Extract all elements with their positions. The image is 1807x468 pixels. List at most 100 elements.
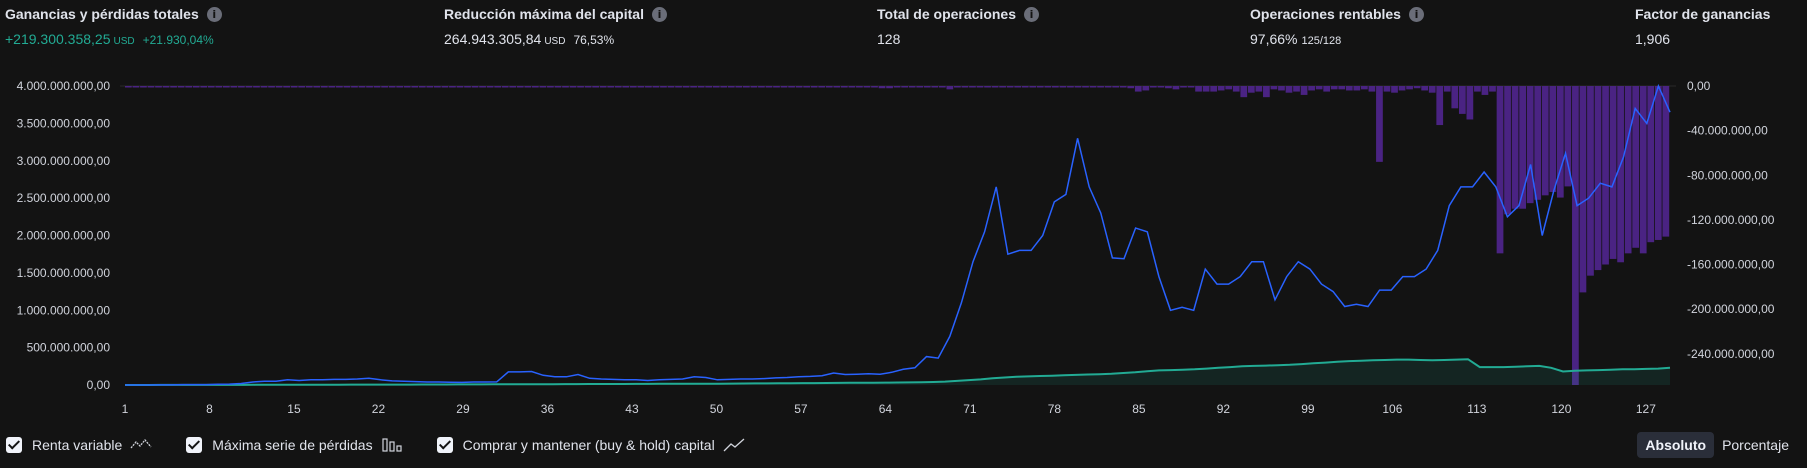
y2-tick-label: -240.000.000,00 — [1687, 347, 1775, 361]
drawdown-bar — [923, 86, 931, 88]
info-icon[interactable]: i — [1024, 6, 1039, 22]
drawdown-bar — [140, 86, 147, 88]
checkbox-icon[interactable] — [6, 437, 22, 453]
drawdown-bar — [1157, 86, 1165, 88]
x-tick-label: 8 — [206, 402, 213, 416]
legend-buy-hold[interactable]: Comprar y mantener (buy & hold) capital — [436, 437, 745, 453]
drawdown-bar — [1436, 86, 1444, 126]
x-tick-label: 106 — [1382, 402, 1402, 416]
stat-extra: 76,53% — [573, 33, 615, 47]
legend-drawdown[interactable]: Máxima serie de pérdidas — [186, 437, 402, 453]
drawdown-bar — [1361, 86, 1368, 90]
checkbox-icon[interactable] — [436, 437, 453, 453]
stat-value: 128 — [877, 31, 901, 47]
stat-profitable-trades: Operaciones rentables i 97,66% 125/128 — [1250, 6, 1424, 47]
drawdown-bar — [1428, 86, 1436, 93]
drawdown-bar — [1564, 86, 1572, 187]
drawdown-bar — [1006, 86, 1014, 88]
drawdown-bar — [516, 86, 524, 88]
drawdown-bar — [547, 86, 554, 88]
percent-button[interactable]: Porcentaje — [1722, 437, 1789, 453]
drawdown-bar — [1572, 86, 1579, 385]
stat-max-drawdown: Reducción máxima del capital i 264.943.30… — [444, 6, 667, 47]
drawdown-bar — [132, 86, 140, 88]
drawdown-bar — [1119, 86, 1127, 88]
drawdown-bar — [750, 86, 758, 88]
drawdown-bar — [931, 86, 939, 88]
drawdown-bar — [1217, 86, 1225, 91]
drawdown-bar — [1180, 86, 1187, 88]
legend-label: Comprar y mantener (buy & hold) capital — [462, 437, 715, 453]
equity-chart[interactable]: 4.000.000.000,00 3.500.000.000,00 3.000.00… — [0, 0, 1807, 425]
y2-tick-label: -160.000.000,00 — [1687, 258, 1775, 272]
drawdown-bar — [1195, 86, 1202, 92]
drawdown-bar — [403, 86, 411, 88]
legend-equity[interactable]: Renta variable — [6, 437, 152, 453]
x-tick-label: 50 — [710, 402, 724, 416]
drawdown-bar — [1036, 86, 1044, 88]
drawdown-bars-icon — [381, 438, 402, 452]
y-tick-label: 4.000.000.000,00 — [17, 79, 111, 93]
drawdown-bar — [599, 86, 607, 88]
y-tick-label: 1.000.000.000,00 — [17, 303, 111, 317]
drawdown-bar — [1323, 86, 1331, 92]
checkbox-icon[interactable] — [186, 437, 203, 453]
drawdown-bar — [275, 86, 283, 88]
drawdown-bar — [471, 86, 479, 88]
drawdown-bar — [1104, 86, 1112, 88]
x-tick-label: 85 — [1132, 402, 1146, 416]
drawdown-bar — [1202, 86, 1210, 92]
drawdown-bar — [878, 86, 886, 89]
stat-ratio: 125/128 — [1301, 35, 1342, 47]
drawdown-bar — [298, 86, 306, 88]
drawdown-bar — [1089, 86, 1097, 88]
drawdown-bar — [456, 86, 464, 88]
drawdown-bar — [434, 86, 441, 88]
drawdown-bar — [976, 86, 984, 88]
drawdown-bar — [916, 86, 924, 88]
drawdown-bar — [1315, 86, 1323, 90]
drawdown-bar — [1624, 86, 1632, 254]
drawdown-bar — [825, 86, 833, 88]
drawdown-bar — [411, 86, 419, 88]
drawdown-bar — [494, 86, 502, 88]
drawdown-bar — [320, 86, 328, 88]
info-icon[interactable]: i — [1408, 6, 1424, 22]
x-tick-label: 99 — [1301, 402, 1315, 416]
drawdown-bar — [396, 86, 404, 88]
drawdown-bar — [1210, 86, 1218, 92]
drawdown-bar — [946, 86, 954, 90]
drawdown-bar — [185, 86, 193, 88]
drawdown-bar — [230, 86, 238, 88]
drawdown-bar — [1187, 86, 1195, 88]
legend-label: Máxima serie de pérdidas — [212, 437, 373, 453]
drawdown-bar — [1383, 86, 1391, 92]
drawdown-bar — [260, 86, 268, 88]
drawdown-bar — [1632, 86, 1640, 248]
drawdown-bar — [712, 86, 720, 88]
buy-hold-line — [125, 358, 1671, 386]
drawdown-bar — [735, 86, 743, 88]
drawdown-bar — [1172, 86, 1180, 90]
drawdown-bar — [803, 86, 811, 88]
info-icon[interactable]: i — [651, 6, 667, 22]
stat-net-profit: Ganancias y pérdidas totales i +219.300.3… — [5, 6, 222, 47]
drawdown-bar — [1293, 86, 1300, 92]
absolute-button[interactable]: Absoluto — [1637, 432, 1715, 458]
drawdown-bar — [1240, 86, 1248, 98]
drawdown-bar — [1300, 86, 1308, 95]
drawdown-bar — [999, 86, 1006, 88]
drawdown-bar — [1338, 86, 1346, 90]
y-tick-label: 2.000.000.000,00 — [17, 229, 111, 243]
drawdown-bar — [1330, 86, 1338, 90]
drawdown-bar — [1406, 86, 1413, 90]
buy-hold-line-icon — [723, 438, 745, 452]
drawdown-bar — [1481, 86, 1489, 95]
info-icon[interactable]: i — [206, 6, 222, 22]
drawdown-bar — [192, 86, 200, 88]
drawdown-bar — [1112, 86, 1120, 88]
x-axis: 1 8 15 22 29 36 43 50 57 64 71 78 85 92 99 106 113 120 127 — [122, 402, 1657, 416]
drawdown-bar — [705, 86, 713, 88]
stats-header: Ganancias y pérdidas totales i +219.300.3… — [0, 0, 1807, 60]
drawdown-bar — [1511, 86, 1519, 209]
